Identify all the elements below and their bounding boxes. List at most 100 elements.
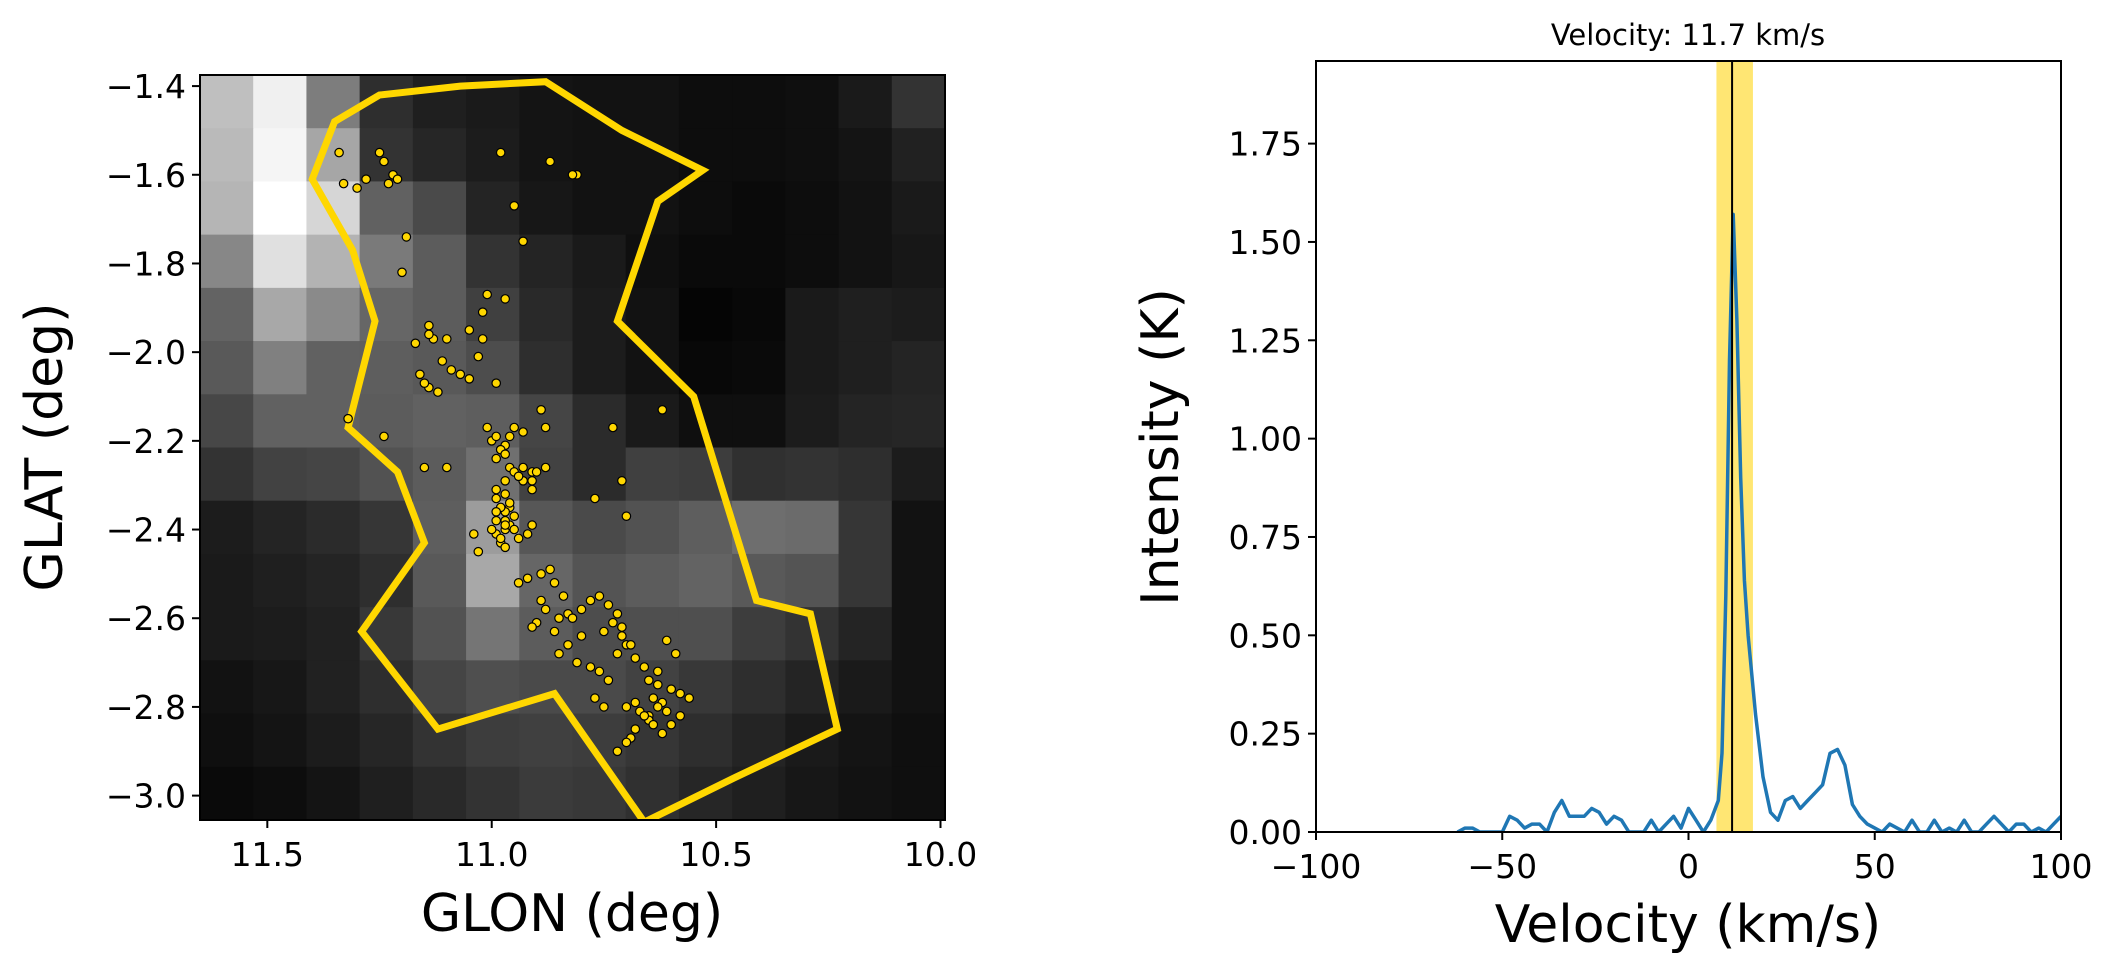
map-pixel	[838, 341, 893, 395]
source-point	[558, 591, 569, 601]
map-pixel	[466, 287, 520, 342]
map-pixel	[572, 766, 627, 820]
map-pixel	[306, 553, 361, 608]
map-pixel	[466, 607, 520, 661]
source-point	[500, 520, 510, 530]
map-pixel	[678, 181, 733, 236]
source-point	[441, 334, 452, 344]
map-pixel	[412, 128, 467, 183]
map-pixel	[838, 660, 893, 715]
source-point	[608, 422, 618, 433]
source-point	[491, 453, 501, 464]
map-pixel	[253, 713, 308, 768]
source-point	[661, 706, 672, 717]
map-y-tick-label: −2.4	[106, 511, 186, 550]
map-pixel	[625, 394, 680, 449]
map-pixel	[678, 713, 733, 768]
map-y-tick-label: −2.2	[106, 422, 186, 461]
source-point	[500, 475, 510, 486]
source-point	[437, 356, 448, 366]
map-pixel	[466, 234, 520, 289]
map-pixel	[785, 341, 840, 395]
map-pixel	[306, 341, 361, 395]
source-point	[518, 427, 528, 437]
spectrum-y-ticks: 0.00 0.25 0.50 0.75 1.00 1.25 1.50 1.75	[1229, 125, 1316, 852]
source-point	[590, 493, 600, 504]
source-point	[585, 662, 596, 672]
source-point	[527, 622, 537, 632]
map-pixel	[412, 766, 467, 820]
map-pixel	[200, 128, 254, 183]
map-pixel	[891, 75, 945, 129]
map-pixel	[838, 128, 893, 183]
source-point	[500, 449, 510, 459]
map-pixel	[200, 181, 254, 236]
source-point	[522, 573, 533, 584]
map-pixel	[306, 713, 361, 768]
source-point	[545, 564, 555, 575]
source-point	[612, 608, 623, 619]
map-pixel	[412, 607, 467, 661]
source-point	[500, 542, 510, 553]
source-point	[446, 365, 457, 375]
map-x-tick-label: 10.0	[904, 835, 977, 874]
contour-layer	[308, 78, 842, 820]
map-pixel	[519, 341, 574, 395]
map-pixel	[891, 341, 945, 395]
map-pixel	[625, 341, 680, 395]
map-axes-frame	[199, 74, 946, 821]
map-pixel	[253, 181, 308, 236]
source-point	[617, 475, 627, 486]
source-point	[599, 702, 609, 712]
spectrum-x-tick-label: 100	[2030, 847, 2093, 886]
region-contour	[308, 78, 842, 820]
source-point	[666, 719, 676, 730]
intensity-map-image	[200, 75, 945, 820]
map-pixel	[785, 75, 840, 129]
map-pixel	[678, 607, 733, 661]
map-pixel	[625, 287, 680, 342]
map-pixel	[732, 75, 786, 129]
source-point	[334, 147, 344, 158]
source-point	[603, 600, 614, 610]
map-pixel	[732, 447, 786, 502]
source-point	[657, 728, 668, 739]
map-pixel	[625, 75, 680, 129]
map-pixel	[519, 181, 574, 236]
source-point	[670, 648, 681, 659]
source-point	[540, 462, 551, 473]
source-point	[536, 595, 546, 606]
spectrum-title: Velocity: 11.7 km/s	[1551, 18, 1825, 52]
map-pixel	[678, 234, 733, 289]
map-pixel	[200, 607, 254, 661]
map-pixel	[359, 766, 414, 820]
map-pixel	[838, 766, 893, 820]
map-x-tick-label: 10.5	[679, 835, 752, 874]
source-point	[419, 462, 430, 473]
source-point	[486, 524, 497, 535]
source-point	[495, 147, 506, 158]
map-pixel	[200, 500, 254, 555]
map-pixel	[519, 447, 574, 502]
source-point	[585, 595, 596, 606]
source-point	[617, 622, 627, 632]
map-pixel	[785, 766, 840, 820]
map-pixel	[412, 287, 467, 342]
map-pixel	[572, 341, 627, 395]
map-pixel	[359, 234, 414, 289]
source-point	[554, 613, 564, 623]
map-pixel	[785, 128, 840, 183]
source-point	[567, 170, 578, 180]
source-point	[361, 174, 371, 184]
map-y-ticks: −1.4 −1.6 −1.8 −2.0 −2.2 −2.4 −2.6 −2.8 −3.0	[106, 67, 200, 816]
map-pixel	[306, 287, 361, 342]
map-pixel	[253, 607, 308, 661]
map-pixel	[891, 713, 945, 768]
source-point	[563, 639, 573, 650]
source-point	[648, 693, 659, 703]
source-point	[594, 666, 605, 677]
map-pixel	[838, 500, 893, 555]
source-point	[415, 369, 425, 380]
source-point	[531, 467, 542, 477]
map-x-ticks: 11.5 11.0 10.5 10.0	[231, 820, 977, 874]
